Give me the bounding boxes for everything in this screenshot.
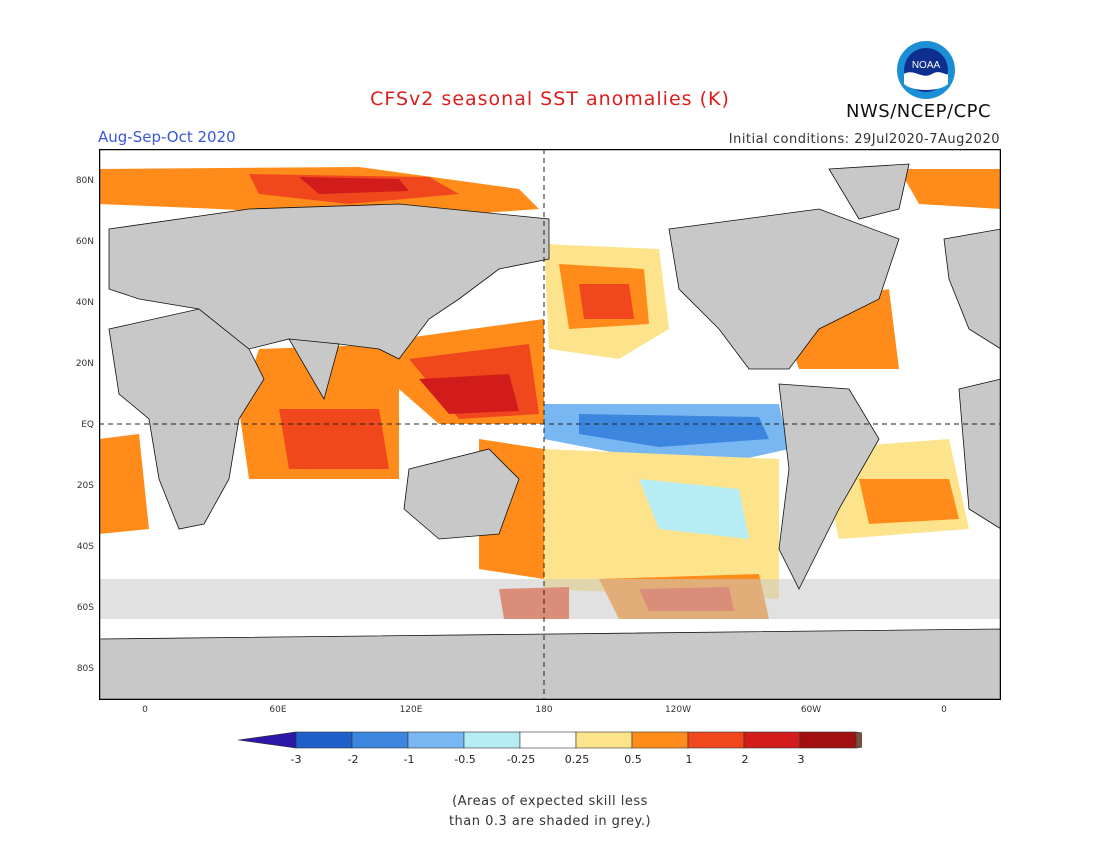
colorbar-label: 3 xyxy=(797,753,805,766)
lon-label: 0 xyxy=(142,705,148,715)
season-label: Aug-Sep-Oct 2020 xyxy=(98,128,236,146)
colorbar xyxy=(237,730,915,754)
colorbar-swatch xyxy=(799,731,857,749)
colorbar-swatch xyxy=(237,731,297,749)
skill-note: (Areas of expected skill less than 0.3 a… xyxy=(400,792,700,832)
lon-label: 120E xyxy=(399,705,423,715)
map-title: CFSv2 seasonal SST anomalies (K) xyxy=(370,88,730,110)
lat-label: 60N xyxy=(75,237,94,247)
lat-label: 60S xyxy=(76,603,94,613)
lon-label: 0 xyxy=(941,705,947,715)
colorbar-label: -0.5 xyxy=(454,753,476,766)
lat-label: 80S xyxy=(76,664,94,674)
colorbar-swatch xyxy=(687,731,745,749)
lat-label: 40S xyxy=(76,542,94,552)
lon-label: 60E xyxy=(269,705,287,715)
colorbar-label: -2 xyxy=(347,753,359,766)
svg-text:NOAA: NOAA xyxy=(912,60,941,71)
noaa-logo: NOAA xyxy=(896,40,956,100)
agency-label: NWS/NCEP/CPC xyxy=(846,101,992,122)
colorbar-label: 2 xyxy=(741,753,749,766)
lat-label: 40N xyxy=(75,298,94,308)
lon-label: 60W xyxy=(800,705,822,715)
colorbar-swatch xyxy=(631,731,689,749)
skill-note-line: (Areas of expected skill less xyxy=(452,794,648,809)
colorbar-swatch xyxy=(855,731,915,749)
lat-label: 80N xyxy=(75,176,94,186)
lon-label: 120W xyxy=(664,705,692,715)
lat-label: 20N xyxy=(75,359,94,369)
colorbar-swatch xyxy=(463,731,521,749)
land-masses xyxy=(99,163,1001,700)
colorbar-swatch xyxy=(407,731,465,749)
colorbar-label: 1 xyxy=(685,753,693,766)
lat-label: EQ xyxy=(81,420,94,430)
colorbar-label: -0.25 xyxy=(506,753,536,766)
colorbar-swatch xyxy=(295,731,353,749)
colorbar-label: -1 xyxy=(403,753,415,766)
anomaly-shading xyxy=(99,167,1001,619)
colorbar-swatch xyxy=(351,731,409,749)
colorbar-label: 0.5 xyxy=(624,753,642,766)
sst-anomaly-map xyxy=(99,149,1001,700)
colorbar-swatch xyxy=(743,731,801,749)
colorbar-swatch xyxy=(519,731,577,749)
skill-note-line: than 0.3 are shaded in grey.) xyxy=(448,814,652,829)
lat-label: 20S xyxy=(76,481,94,491)
lon-label: 180 xyxy=(535,705,553,715)
initial-conditions-label: Initial conditions: 29Jul2020-7Aug2020 xyxy=(728,132,1000,147)
colorbar-label: 0.25 xyxy=(564,753,590,766)
colorbar-label: -3 xyxy=(290,753,302,766)
colorbar-swatch xyxy=(575,731,633,749)
